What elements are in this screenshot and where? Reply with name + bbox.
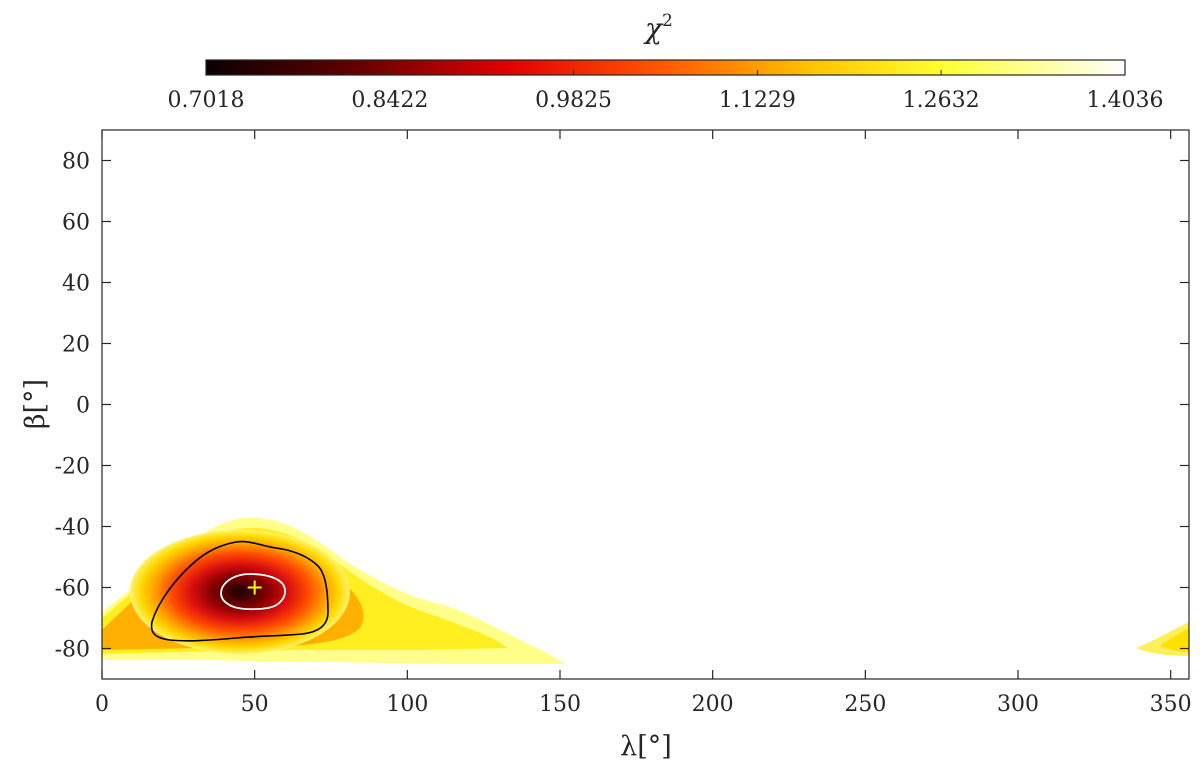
best-fit-marker <box>247 580 262 595</box>
x-tick-label: 200 <box>692 692 734 717</box>
contour-inner <box>220 573 286 611</box>
colorbar-ticks: 0.7018 0.8422 0.9825 1.1229 1.2632 1.4036 <box>168 70 1164 113</box>
colorbar-tick-label: 0.7018 <box>168 88 245 113</box>
y-tick-label: 0 <box>76 394 90 419</box>
x-tick-label: 150 <box>539 692 581 717</box>
x-tick-label: 100 <box>386 692 428 717</box>
chi2-surface-edge <box>1136 622 1189 656</box>
y-tick-label: -20 <box>55 455 90 480</box>
colorbar-strip <box>205 59 1126 76</box>
x-tick-label: 350 <box>1150 692 1192 717</box>
colorbar-tick-label: 0.8422 <box>351 88 428 113</box>
x-tick-label: 250 <box>844 692 886 717</box>
colorbar-tick-label: 1.1229 <box>719 88 796 113</box>
colorbar-tick-label: 0.9825 <box>535 88 612 113</box>
x-tick-label: 0 <box>95 692 109 717</box>
y-tick-label: -40 <box>55 516 90 541</box>
y-tick-label: 80 <box>62 150 90 175</box>
y-axis-label: β[°] <box>20 379 51 429</box>
colorbar-title: χ2 <box>643 11 673 45</box>
chi2-minimum-region <box>130 530 350 654</box>
x-tick-label: 50 <box>241 692 269 717</box>
chi2-surface-primary <box>102 517 566 664</box>
y-tick-label: -80 <box>55 638 90 663</box>
colorbar-tick-label: 1.4036 <box>1087 88 1164 113</box>
y-tick-label: 40 <box>62 272 90 297</box>
x-axis-label: λ[°] <box>620 731 672 762</box>
colorbar: χ2 0.7018 0.8422 0.9825 1.1229 1.2632 1.4036 <box>168 11 1164 113</box>
y-tick-label: 60 <box>62 211 90 236</box>
x-axis: 0 50 100 150 200 250 300 350 <box>95 130 1192 717</box>
y-axis: 80 60 40 20 0 -20 -40 -60 -80 <box>55 150 1189 663</box>
y-tick-label: 20 <box>62 333 90 358</box>
colorbar-tick-label: 1.2632 <box>903 88 980 113</box>
contour-outer <box>150 540 329 642</box>
y-tick-label: -60 <box>55 577 90 602</box>
chi2-edge-core <box>1160 628 1189 652</box>
plot-area <box>102 517 1189 664</box>
x-tick-label: 300 <box>997 692 1039 717</box>
